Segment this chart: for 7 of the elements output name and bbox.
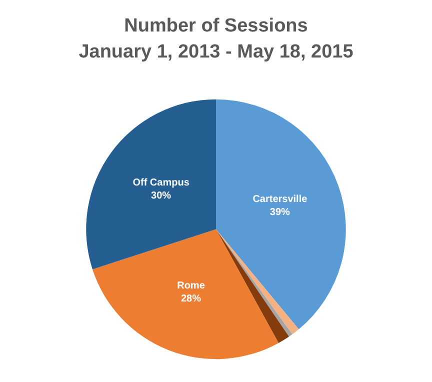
data-label: 39% bbox=[270, 207, 290, 218]
data-label: 28% bbox=[180, 293, 202, 304]
slice-label: Rome bbox=[177, 280, 206, 292]
slice-label: Off Campus bbox=[132, 177, 190, 188]
slice-label: Cartersville bbox=[252, 194, 308, 206]
data-label: 30% bbox=[151, 190, 172, 202]
chart-title: Number of Sessions January 1, 2013 - May 18, 2015 bbox=[78, 16, 354, 62]
